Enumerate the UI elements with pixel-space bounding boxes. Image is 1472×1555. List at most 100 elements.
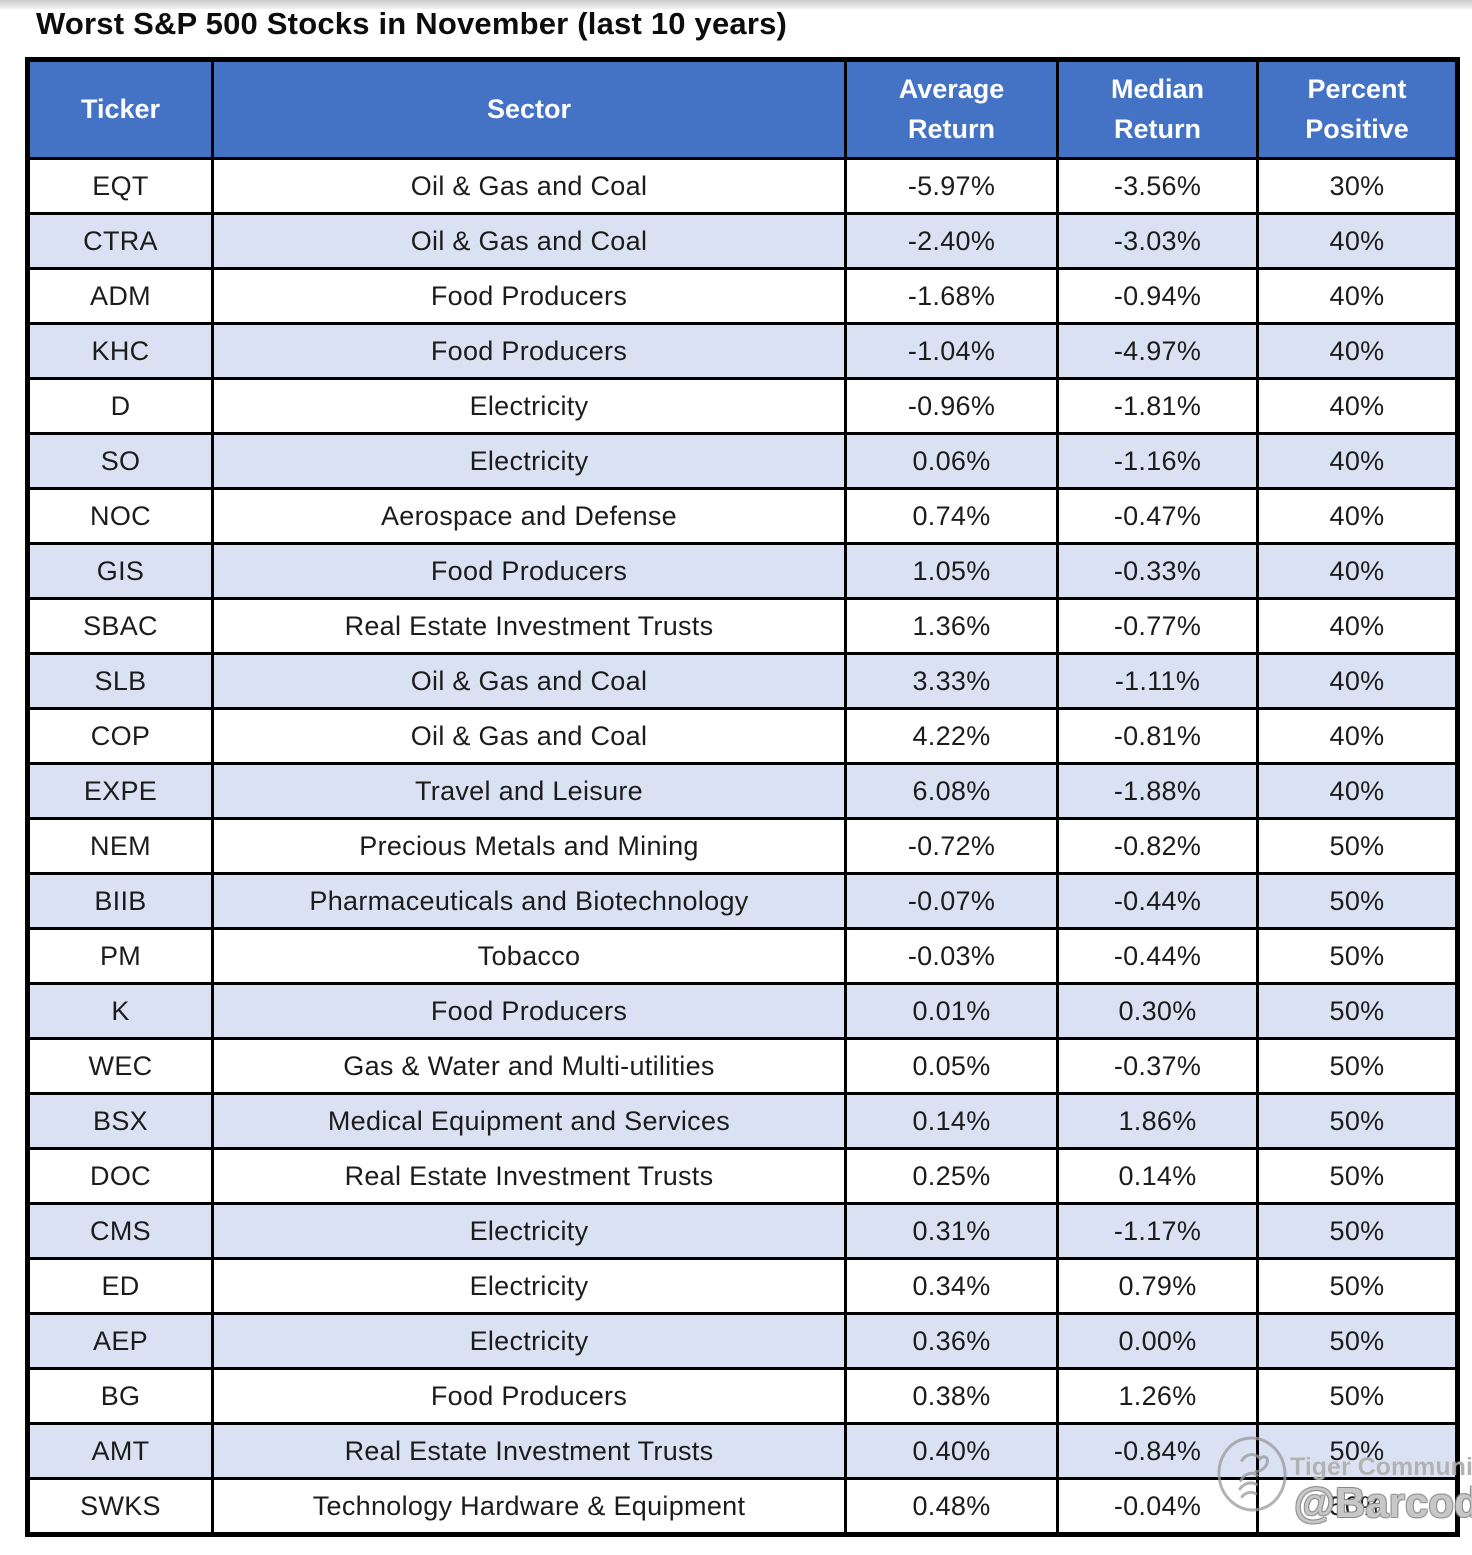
sector-cell: Travel and Leisure bbox=[211, 762, 847, 820]
median-return-cell: -0.84% bbox=[1056, 1422, 1259, 1480]
average-return-cell: 0.05% bbox=[844, 1037, 1059, 1095]
percent-positive-cell: 40% bbox=[1256, 322, 1459, 380]
median-return-cell: -0.44% bbox=[1056, 872, 1259, 930]
percent-positive-cell: 50% bbox=[1256, 982, 1459, 1040]
median-return-cell: -0.37% bbox=[1056, 1037, 1259, 1095]
median-return-cell: -3.56% bbox=[1056, 157, 1259, 215]
median-return-cell: -4.97% bbox=[1056, 322, 1259, 380]
percent-positive-cell: 40% bbox=[1256, 652, 1459, 710]
sector-cell: Electricity bbox=[211, 1257, 847, 1315]
ticker-cell: GIS bbox=[26, 542, 214, 600]
average-return-cell: 0.31% bbox=[844, 1202, 1059, 1260]
median-return-cell: -1.16% bbox=[1056, 432, 1259, 490]
table-row: EQT Oil & Gas and Coal -5.97% -3.56% 30% bbox=[26, 157, 1459, 215]
ticker-cell: DOC bbox=[26, 1147, 214, 1205]
ticker-cell: PM bbox=[26, 927, 214, 985]
median-return-cell: 0.30% bbox=[1056, 982, 1259, 1040]
column-header-average-return: Average Return bbox=[844, 58, 1059, 160]
median-return-cell: -0.47% bbox=[1056, 487, 1259, 545]
percent-positive-cell: 40% bbox=[1256, 487, 1459, 545]
table-row: AMT Real Estate Investment Trusts 0.40% … bbox=[26, 1422, 1459, 1480]
ticker-cell: COP bbox=[26, 707, 214, 765]
percent-positive-cell: 50% bbox=[1256, 1477, 1459, 1536]
average-return-cell: 1.05% bbox=[844, 542, 1059, 600]
ticker-cell: AEP bbox=[26, 1312, 214, 1370]
average-return-cell: 0.06% bbox=[844, 432, 1059, 490]
average-return-cell: -5.97% bbox=[844, 157, 1059, 215]
median-return-cell: 0.00% bbox=[1056, 1312, 1259, 1370]
percent-positive-cell: 50% bbox=[1256, 1202, 1459, 1260]
table-row: BSX Medical Equipment and Services 0.14%… bbox=[26, 1092, 1459, 1150]
table-row: NOC Aerospace and Defense 0.74% -0.47% 4… bbox=[26, 487, 1459, 545]
ticker-cell: EQT bbox=[26, 157, 214, 215]
stocks-table: Ticker Sector Average Return Median Retu… bbox=[25, 57, 1460, 1537]
table-row: WEC Gas & Water and Multi-utilities 0.05… bbox=[26, 1037, 1459, 1095]
sector-cell: Electricity bbox=[211, 1312, 847, 1370]
column-header-sector: Sector bbox=[211, 58, 847, 160]
average-return-cell: 0.74% bbox=[844, 487, 1059, 545]
table-row: CMS Electricity 0.31% -1.17% 50% bbox=[26, 1202, 1459, 1260]
percent-positive-cell: 40% bbox=[1256, 212, 1459, 270]
percent-positive-cell: 40% bbox=[1256, 542, 1459, 600]
table-row: AEP Electricity 0.36% 0.00% 50% bbox=[26, 1312, 1459, 1370]
percent-positive-cell: 50% bbox=[1256, 1367, 1459, 1425]
percent-positive-cell: 50% bbox=[1256, 927, 1459, 985]
percent-positive-cell: 40% bbox=[1256, 267, 1459, 325]
ticker-cell: BSX bbox=[26, 1092, 214, 1150]
column-header-ticker: Ticker bbox=[26, 58, 214, 160]
average-return-cell: -0.03% bbox=[844, 927, 1059, 985]
ticker-cell: KHC bbox=[26, 322, 214, 380]
median-return-cell: 0.14% bbox=[1056, 1147, 1259, 1205]
percent-positive-cell: 40% bbox=[1256, 432, 1459, 490]
table-row: COP Oil & Gas and Coal 4.22% -0.81% 40% bbox=[26, 707, 1459, 765]
median-return-cell: -0.04% bbox=[1056, 1477, 1259, 1536]
page-title: Worst S&P 500 Stocks in November (last 1… bbox=[36, 6, 788, 41]
sector-cell: Food Producers bbox=[211, 982, 847, 1040]
ticker-cell: SLB bbox=[26, 652, 214, 710]
percent-positive-cell: 50% bbox=[1256, 1037, 1459, 1095]
median-return-cell: 0.79% bbox=[1056, 1257, 1259, 1315]
median-return-cell: -0.77% bbox=[1056, 597, 1259, 655]
median-return-cell: -1.11% bbox=[1056, 652, 1259, 710]
table-row: D Electricity -0.96% -1.81% 40% bbox=[26, 377, 1459, 435]
average-return-cell: -1.68% bbox=[844, 267, 1059, 325]
sector-cell: Oil & Gas and Coal bbox=[211, 212, 847, 270]
percent-positive-cell: 50% bbox=[1256, 1092, 1459, 1150]
median-return-cell: -1.17% bbox=[1056, 1202, 1259, 1260]
header-row: Ticker Sector Average Return Median Retu… bbox=[26, 58, 1459, 160]
top-edge-strip bbox=[0, 0, 1472, 9]
ticker-cell: SBAC bbox=[26, 597, 214, 655]
average-return-cell: 0.25% bbox=[844, 1147, 1059, 1205]
percent-positive-cell: 50% bbox=[1256, 1422, 1459, 1480]
column-header-median-return: Median Return bbox=[1056, 58, 1259, 160]
table-row: SWKS Technology Hardware & Equipment 0.4… bbox=[26, 1477, 1459, 1536]
average-return-cell: 1.36% bbox=[844, 597, 1059, 655]
table-row: CTRA Oil & Gas and Coal -2.40% -3.03% 40… bbox=[26, 212, 1459, 270]
table-row: K Food Producers 0.01% 0.30% 50% bbox=[26, 982, 1459, 1040]
sector-cell: Real Estate Investment Trusts bbox=[211, 1147, 847, 1205]
percent-positive-cell: 50% bbox=[1256, 817, 1459, 875]
percent-positive-cell: 50% bbox=[1256, 1257, 1459, 1315]
average-return-cell: 0.48% bbox=[844, 1477, 1059, 1536]
average-return-cell: 0.34% bbox=[844, 1257, 1059, 1315]
sector-cell: Electricity bbox=[211, 377, 847, 435]
average-return-cell: -2.40% bbox=[844, 212, 1059, 270]
table-row: BG Food Producers 0.38% 1.26% 50% bbox=[26, 1367, 1459, 1425]
median-return-cell: -1.88% bbox=[1056, 762, 1259, 820]
average-return-cell: 4.22% bbox=[844, 707, 1059, 765]
table-body: EQT Oil & Gas and Coal -5.97% -3.56% 30%… bbox=[26, 157, 1459, 1536]
sector-cell: Oil & Gas and Coal bbox=[211, 652, 847, 710]
table-row: KHC Food Producers -1.04% -4.97% 40% bbox=[26, 322, 1459, 380]
median-return-cell: -0.44% bbox=[1056, 927, 1259, 985]
average-return-cell: -0.96% bbox=[844, 377, 1059, 435]
average-return-cell: -0.72% bbox=[844, 817, 1059, 875]
ticker-cell: BIIB bbox=[26, 872, 214, 930]
average-return-cell: 6.08% bbox=[844, 762, 1059, 820]
table-row: BIIB Pharmaceuticals and Biotechnology -… bbox=[26, 872, 1459, 930]
ticker-cell: CTRA bbox=[26, 212, 214, 270]
average-return-cell: 0.01% bbox=[844, 982, 1059, 1040]
average-return-cell: 0.40% bbox=[844, 1422, 1059, 1480]
column-header-percent-positive: Percent Positive bbox=[1256, 58, 1459, 160]
percent-positive-cell: 50% bbox=[1256, 872, 1459, 930]
